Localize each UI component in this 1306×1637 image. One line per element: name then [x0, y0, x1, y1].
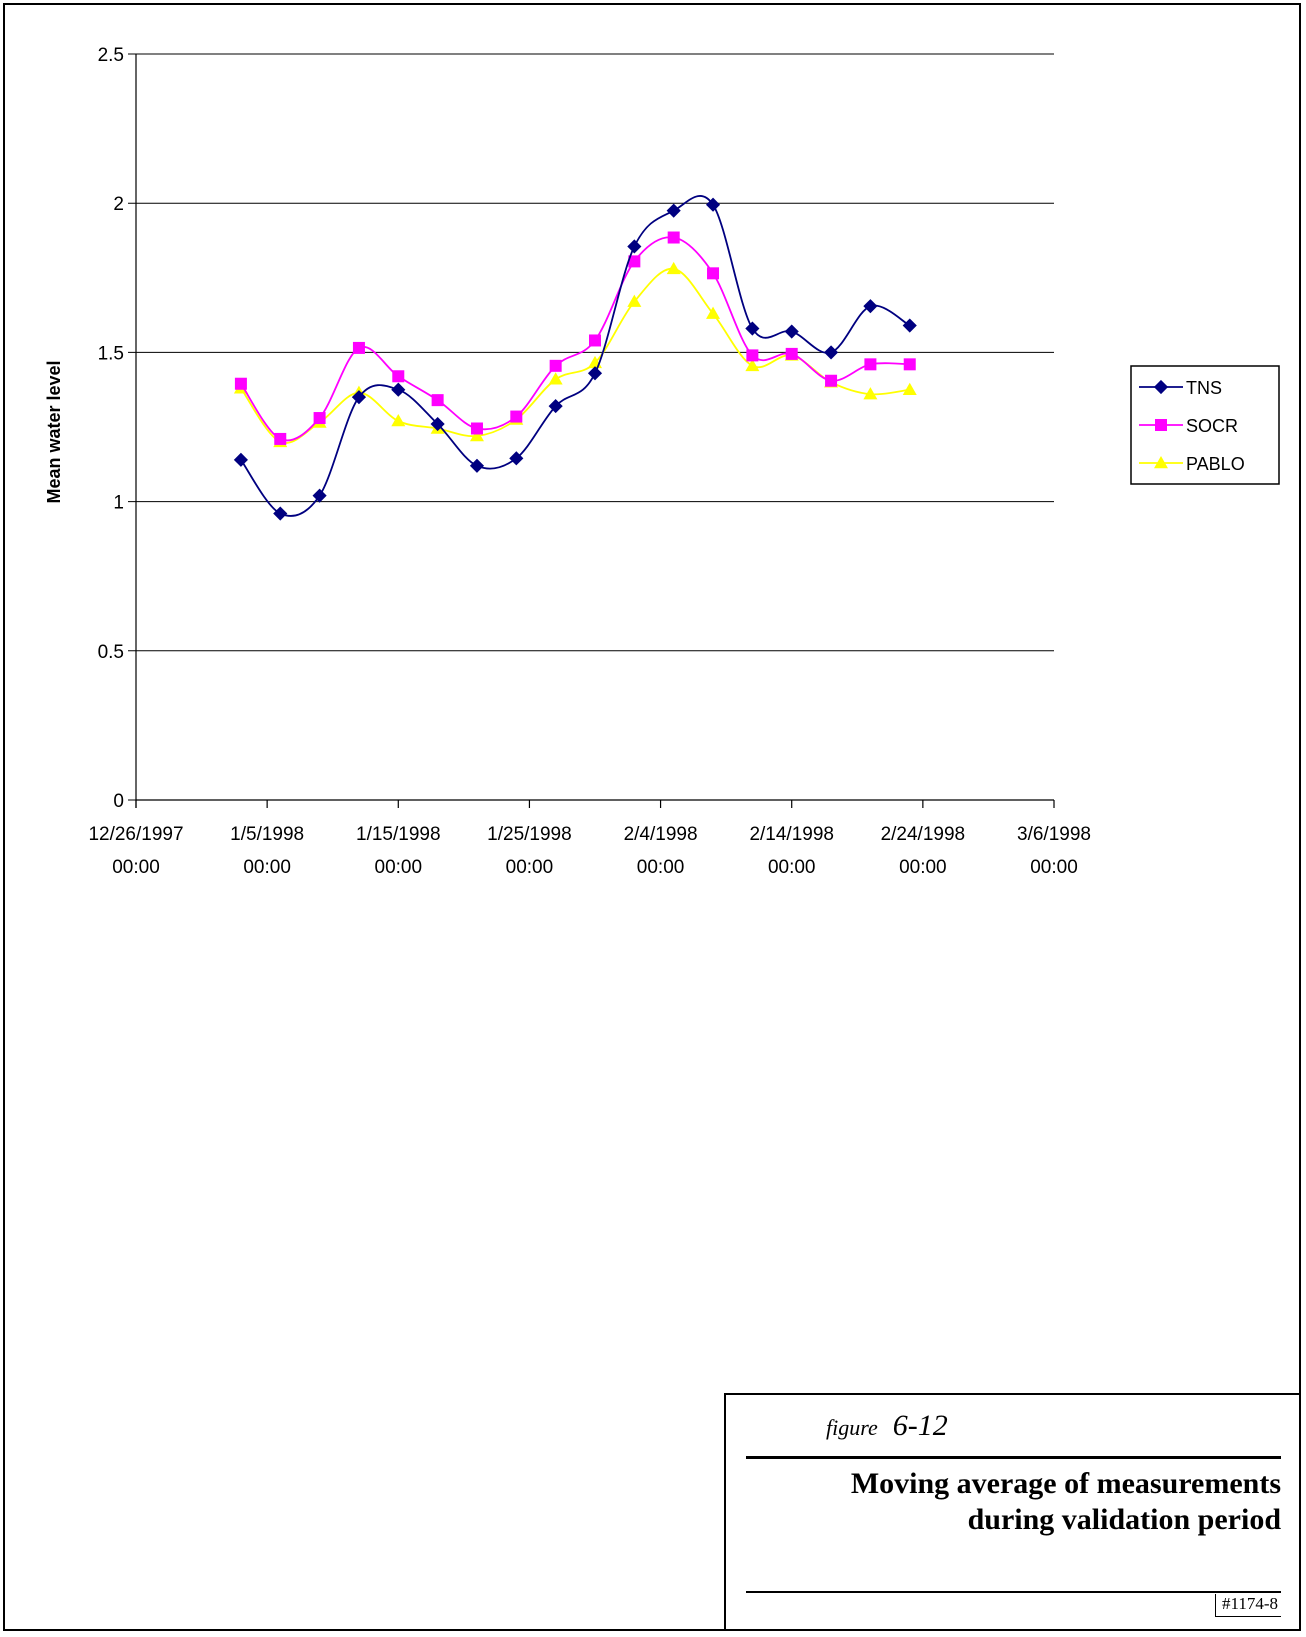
data-point: [392, 370, 405, 383]
x-tick-label: 3/6/1998: [1017, 824, 1091, 845]
x-tick-label: 00:00: [1030, 857, 1078, 878]
data-point: [666, 203, 681, 218]
data-point: [510, 410, 523, 423]
y-tick-label: 1: [113, 493, 124, 514]
data-point: [274, 432, 287, 445]
data-point: [667, 231, 680, 244]
data-point: [391, 414, 406, 427]
data-point: [864, 358, 877, 371]
data-point: [587, 366, 603, 381]
caption-rule-bottom: [746, 1591, 1281, 1593]
data-point: [351, 390, 367, 405]
x-tick-label: 00:00: [637, 857, 685, 878]
x-tick-label: 2/4/1998: [624, 824, 698, 845]
y-tick-label: 0: [113, 791, 124, 812]
page-frame: [3, 3, 1301, 1631]
x-tick-label: 12/26/1997: [88, 824, 183, 845]
y-tick-label: 2: [113, 194, 124, 215]
legend-label: SOCR: [1186, 416, 1238, 436]
data-point: [234, 377, 247, 390]
data-point: [352, 341, 365, 354]
x-tick-label: 1/5/1998: [230, 824, 304, 845]
x-tick-label: 2/24/1998: [881, 824, 966, 845]
legend: TNS SOCR PABLO: [1130, 365, 1280, 485]
data-point: [705, 197, 721, 212]
data-point: [469, 428, 484, 442]
y-tick-label: 0.5: [98, 642, 124, 663]
caption-rule-top: [746, 1456, 1281, 1459]
data-point: [863, 299, 878, 314]
legend-marker: [1154, 456, 1168, 469]
data-point: [746, 349, 759, 362]
data-point: [273, 506, 288, 521]
data-point: [745, 321, 760, 336]
figure-word: figure: [826, 1415, 878, 1440]
data-point: [469, 458, 485, 473]
x-tick-label: 00:00: [506, 857, 554, 878]
axes: 0 0.5 1 1.5 2 2.5 12/26/1997 00:00 1/5/1998 00:00…: [88, 45, 1091, 878]
figure-title: Moving average of measurements during va…: [850, 1467, 1281, 1536]
data-point: [627, 239, 642, 254]
data-point: [903, 358, 916, 371]
data-point: [430, 416, 445, 432]
data-point: [863, 387, 878, 400]
series-line: [240, 195, 911, 517]
data-point: [391, 382, 406, 397]
data-point: [548, 372, 563, 385]
x-tick-label: 00:00: [768, 857, 816, 878]
data-point: [627, 294, 642, 307]
y-tick-label: 1.5: [98, 343, 124, 364]
data-point: [589, 334, 601, 347]
data-point: [707, 267, 720, 280]
x-tick-label: 1/25/1998: [487, 824, 572, 845]
data-point: [431, 394, 444, 407]
legend-item-pablo: PABLO: [1139, 454, 1245, 474]
data-point: [784, 324, 799, 339]
data-point: [233, 452, 248, 467]
figure-id: #1174-8: [1214, 1594, 1281, 1617]
figure-number: 6-12: [892, 1409, 948, 1442]
series-layer: [233, 195, 917, 521]
data-point: [706, 306, 721, 319]
legend-label: PABLO: [1186, 454, 1245, 474]
data-point: [312, 488, 327, 503]
data-point: [313, 412, 326, 425]
chart: 0 0.5 1 1.5 2 2.5 12/26/1997 00:00 1/5/1998 00:00…: [44, 45, 1280, 878]
data-point: [902, 318, 917, 333]
legend-item-tns: TNS: [1139, 378, 1222, 398]
data-point: [470, 422, 483, 435]
x-tick-label: 2/14/1998: [749, 824, 834, 845]
data-point: [549, 359, 562, 372]
x-tick-label: 00:00: [112, 857, 160, 878]
data-point: [785, 347, 798, 360]
x-tick-label: 00:00: [375, 857, 423, 878]
legend-marker: [1155, 419, 1167, 431]
legend-item-socr: SOCR: [1139, 416, 1238, 436]
figure-label: figure 6-12: [826, 1409, 948, 1443]
data-point: [666, 261, 681, 275]
x-tick-label: 00:00: [899, 857, 947, 878]
series-tns: [233, 195, 917, 521]
x-tick-label: 00:00: [243, 857, 291, 878]
data-point: [902, 382, 917, 395]
data-point: [825, 374, 838, 387]
data-point: [823, 345, 839, 360]
data-point: [548, 399, 563, 414]
legend-marker: [1153, 379, 1169, 395]
y-axis-label: Mean water level: [44, 360, 64, 503]
legend-label: TNS: [1186, 378, 1222, 398]
series-socr: [234, 231, 916, 445]
series-line: [240, 236, 910, 442]
caption-box: figure 6-12 Moving average of measuremen…: [724, 1393, 1301, 1631]
data-point: [745, 358, 760, 372]
data-point: [628, 255, 641, 268]
y-tick-label: 2.5: [98, 45, 124, 66]
data-point: [509, 451, 524, 466]
x-tick-label: 1/15/1998: [356, 824, 441, 845]
